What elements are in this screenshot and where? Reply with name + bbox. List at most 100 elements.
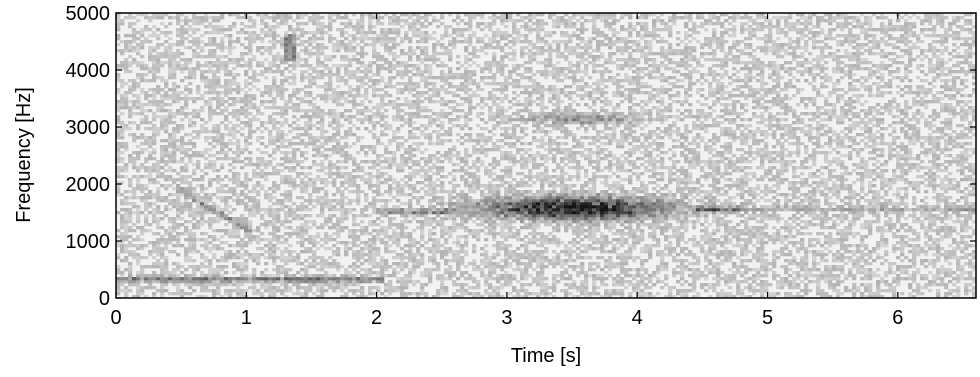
spectrogram-cell — [272, 211, 277, 215]
spectrogram-cell — [148, 241, 153, 245]
spectrogram-cell — [276, 145, 281, 149]
spectrogram-cell — [272, 250, 277, 254]
spectrogram-cell — [236, 229, 241, 233]
spectrogram-cell — [120, 136, 125, 140]
spectrogram-cell — [424, 169, 429, 173]
spectrogram-cell — [152, 70, 157, 74]
spectrogram-cell — [224, 184, 229, 188]
spectrogram-cell — [188, 61, 193, 65]
spectrogram-cell — [348, 58, 353, 62]
spectrogram-cell — [116, 127, 121, 131]
spectrogram-cell — [404, 262, 409, 266]
spectrogram-cell — [432, 196, 437, 200]
spectrogram-cell — [256, 79, 261, 83]
spectrogram-cell — [220, 268, 225, 272]
spectrogram-cell — [448, 268, 453, 272]
spectrogram-cell — [176, 64, 181, 68]
spectrogram-cell — [248, 286, 253, 290]
spectrogram-cell — [156, 115, 161, 119]
spectrogram-cell — [152, 163, 157, 167]
spectrogram-cell — [248, 130, 253, 134]
spectrogram-cell — [176, 52, 181, 56]
spectrogram-cell — [204, 151, 209, 155]
spectrogram-cell — [408, 106, 413, 110]
spectrogram-cell — [268, 25, 273, 29]
spectrogram-cell — [196, 280, 201, 284]
spectrogram-cell — [232, 223, 237, 227]
spectrogram-cell — [116, 184, 121, 188]
spectrogram-cell — [132, 166, 137, 170]
spectrogram-cell — [168, 199, 173, 203]
spectrogram-cell — [416, 259, 421, 263]
spectrogram-cell — [212, 97, 217, 101]
spectrogram-cell — [456, 283, 461, 287]
spectrogram-cell — [272, 124, 277, 128]
spectrogram-cell — [356, 196, 361, 200]
spectrogram-cell — [188, 184, 193, 188]
spectrogram-cell — [256, 277, 261, 281]
spectrogram-cell — [424, 163, 429, 167]
spectrogram-cell — [244, 232, 249, 236]
spectrogram-cell — [336, 67, 341, 71]
spectrogram-cell — [384, 67, 389, 71]
spectrogram-cell — [332, 163, 337, 167]
spectrogram-cell — [244, 277, 249, 281]
spectrogram-cell — [300, 262, 305, 266]
spectrogram-cell — [368, 202, 373, 206]
spectrogram-cell — [268, 136, 273, 140]
spectrogram-cell — [224, 253, 229, 257]
spectrogram-cell — [324, 172, 329, 176]
spectrogram-cell — [292, 37, 297, 41]
spectrogram-cell — [140, 184, 145, 188]
spectrogram-cell — [400, 292, 405, 296]
spectrogram-cell — [428, 235, 433, 239]
spectrogram-cell — [180, 25, 185, 29]
spectrogram-cell — [412, 64, 417, 68]
spectrogram-cell — [344, 280, 349, 284]
spectrogram-cell — [260, 232, 265, 236]
spectrogram-cell — [444, 229, 449, 233]
spectrogram-cell — [400, 256, 405, 260]
spectrogram-cell — [176, 265, 181, 269]
spectrogram-cell — [400, 82, 405, 86]
spectrogram-cell — [464, 13, 469, 17]
spectrogram-cell — [360, 55, 365, 59]
spectrogram-cell — [420, 16, 425, 20]
spectrogram-cell — [260, 70, 265, 74]
spectrogram-cell — [472, 220, 477, 224]
spectrogram-cell — [228, 283, 233, 287]
spectrogram-cell — [272, 34, 277, 38]
spectrogram-cell — [464, 97, 469, 101]
spectrogram-cell — [164, 232, 169, 236]
spectrogram-cell — [440, 43, 445, 47]
spectrogram-cell — [312, 142, 317, 146]
spectrogram-cell — [268, 31, 273, 35]
spectrogram-cell — [340, 124, 345, 128]
spectrogram-cell — [152, 247, 157, 251]
spectrogram-cell — [380, 226, 385, 230]
spectrogram-cell — [204, 172, 209, 176]
spectrogram-cell — [248, 214, 253, 218]
spectrogram-cell — [380, 40, 385, 44]
spectrogram-cell — [448, 112, 453, 116]
spectrogram-cell — [200, 130, 205, 134]
spectrogram-cell — [432, 241, 437, 245]
spectrogram-cell — [256, 88, 261, 92]
spectrogram-cell — [408, 70, 413, 74]
spectrogram-cell — [236, 268, 241, 272]
spectrogram-cell — [380, 133, 385, 137]
spectrogram-cell — [116, 76, 121, 80]
spectrogram-cell — [196, 160, 201, 164]
spectrogram-cell — [360, 112, 365, 116]
spectrogram-cell — [248, 88, 253, 92]
spectrogram-cell — [176, 85, 181, 89]
spectrogram-cell — [224, 241, 229, 245]
spectrogram-cell — [220, 259, 225, 263]
spectrogram-cell — [116, 22, 121, 26]
spectrogram-cell — [376, 247, 381, 251]
spectrogram-cell — [292, 82, 297, 86]
spectrogram-cell — [216, 265, 221, 269]
spectrogram-cell — [352, 190, 357, 194]
spectrogram-cell — [372, 244, 377, 248]
spectrogram-cell — [460, 157, 465, 161]
